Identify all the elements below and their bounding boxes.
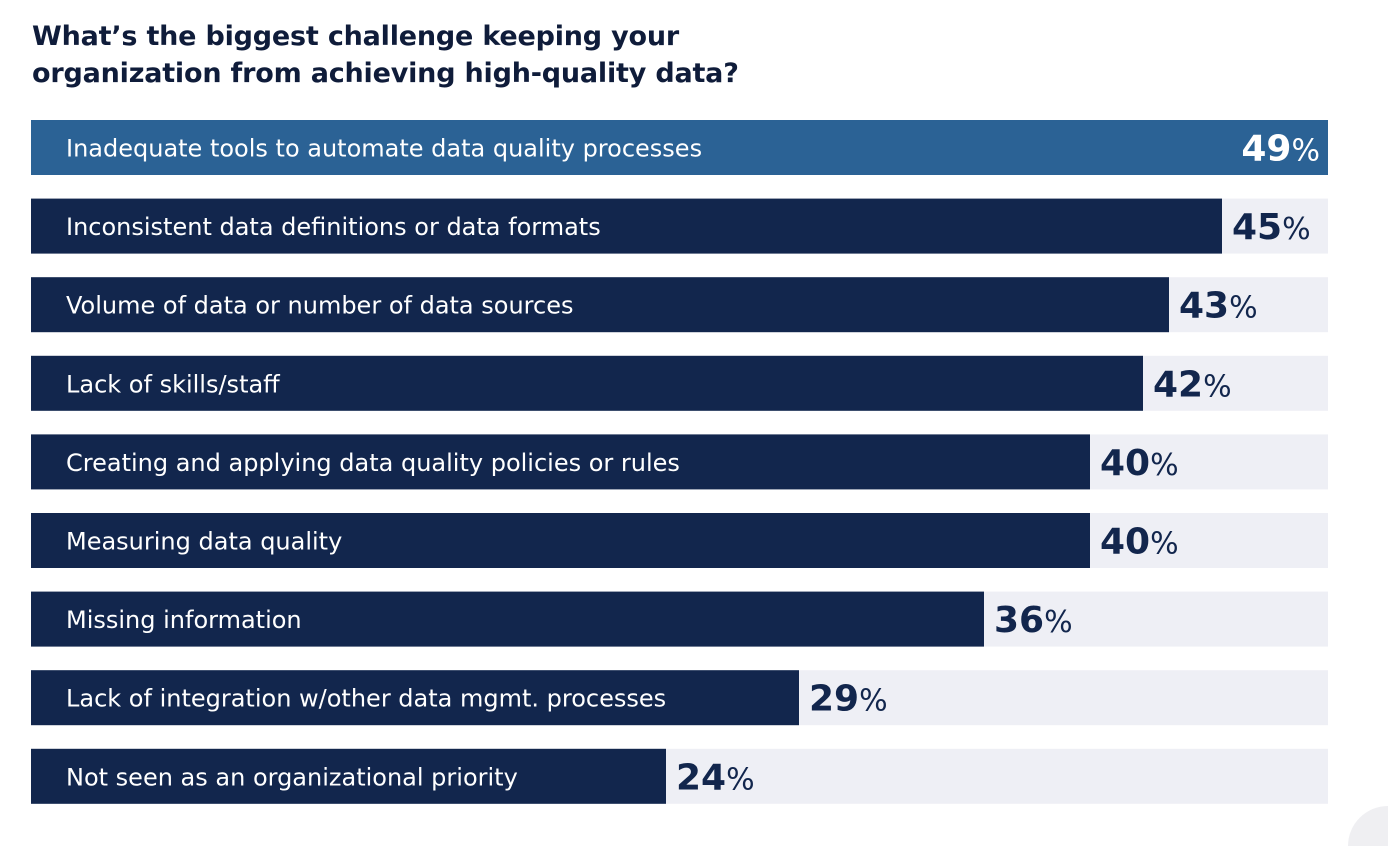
bar-value-label: 36% xyxy=(994,600,1073,641)
bar-category-label: Not seen as an organizational priority xyxy=(66,763,518,791)
bar-value-label: 40% xyxy=(1100,443,1179,484)
chart-title-line-1: What’s the biggest challenge keeping you… xyxy=(32,21,680,52)
bar-value-label: 43% xyxy=(1179,286,1258,327)
bar xyxy=(31,120,1328,175)
bar-value-label: 45% xyxy=(1232,207,1311,248)
bar xyxy=(31,277,1169,333)
bar-value-label: 49% xyxy=(1241,129,1320,170)
bar-category-label: Lack of integration w/other data mgmt. p… xyxy=(66,685,666,713)
bar-value-label: 42% xyxy=(1153,364,1232,405)
bar-category-label: Inadequate tools to automate data qualit… xyxy=(66,135,702,163)
bar-value-label: 40% xyxy=(1100,522,1179,563)
chart-title: What’s the biggest challenge keeping you… xyxy=(32,18,739,92)
bar-value-label: 24% xyxy=(676,757,755,798)
bar-category-label: Missing information xyxy=(66,606,302,634)
bar-category-label: Measuring data quality xyxy=(66,528,342,556)
bar xyxy=(31,748,666,804)
bar-category-label: Creating and applying data quality polic… xyxy=(66,449,680,477)
chart-title-line-2: organization from achieving high-quality… xyxy=(32,58,739,89)
bar-category-label: Lack of skills/staff xyxy=(66,370,280,398)
bar xyxy=(31,434,1090,490)
bar xyxy=(31,198,1222,254)
bar-value-label: 29% xyxy=(809,679,888,720)
bar xyxy=(31,670,799,726)
bar-category-label: Volume of data or number of data sources xyxy=(66,292,573,320)
bar xyxy=(31,591,984,647)
bar-category-label: Inconsistent data definitions or data fo… xyxy=(66,213,601,241)
bar xyxy=(31,513,1090,568)
bar xyxy=(31,355,1143,411)
